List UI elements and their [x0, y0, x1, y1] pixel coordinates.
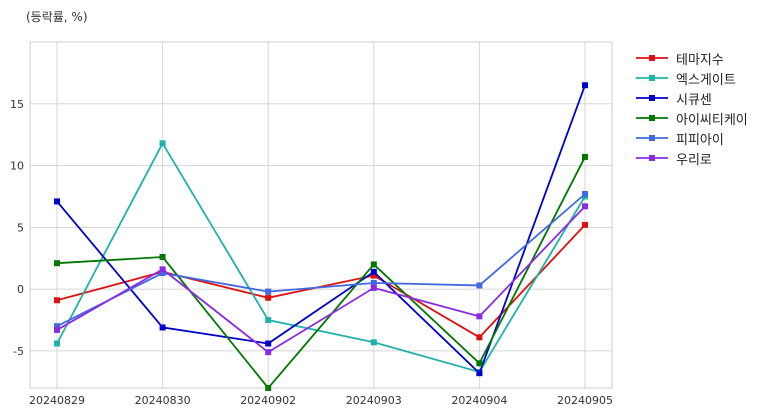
legend-swatch	[636, 75, 668, 81]
data-point	[54, 323, 60, 330]
legend-item: 테마지수	[636, 48, 748, 68]
data-point	[582, 203, 588, 210]
series-5	[54, 190, 588, 330]
data-point	[265, 385, 272, 391]
data-point	[476, 313, 483, 320]
y-tick-label: 15	[10, 98, 24, 111]
x-tick-label: 20240903	[346, 394, 402, 407]
data-point	[54, 340, 60, 347]
data-point	[370, 261, 377, 268]
data-point	[159, 270, 166, 277]
data-point	[476, 334, 483, 341]
data-point	[582, 190, 588, 197]
series-1	[54, 221, 588, 341]
plot-frame	[29, 41, 613, 389]
data-point	[159, 266, 166, 273]
data-point	[476, 282, 483, 289]
grid	[30, 42, 612, 388]
data-point	[54, 297, 60, 304]
y-tick-label: 0	[17, 283, 24, 296]
x-tick-label: 20240905	[557, 394, 613, 407]
data-point	[582, 221, 588, 228]
data-point	[54, 260, 60, 267]
x-tick-label: 20240830	[135, 394, 191, 407]
data-point	[159, 254, 166, 261]
data-point	[370, 284, 377, 291]
series-line	[56, 205, 586, 354]
series-line	[56, 193, 586, 328]
legend-label: 엑스게이트	[676, 72, 736, 88]
x-tick-label: 20240829	[29, 394, 85, 407]
legend-swatch	[636, 155, 668, 161]
legend-label: 피피아이	[676, 132, 724, 148]
data-point	[265, 317, 272, 324]
data-point	[370, 268, 377, 275]
axes: -5 0 5 10 15 20240829 20240830 20240902 20240903…	[10, 41, 613, 407]
legend-label: 우리로	[676, 152, 712, 168]
legend-item: 아이씨티케이	[636, 108, 748, 128]
data-point	[582, 82, 588, 89]
data-point	[265, 294, 272, 301]
legend-label: 아이씨티케이	[676, 112, 748, 128]
series-4	[54, 153, 588, 391]
legend-swatch	[636, 95, 668, 101]
y-tick-label: 5	[17, 221, 24, 234]
y-tick-label: -5	[13, 345, 24, 358]
data-point	[370, 272, 377, 279]
data-point	[582, 153, 588, 160]
unit-label: (등락률, %)	[26, 10, 88, 24]
data-point	[370, 339, 377, 346]
data-point	[265, 288, 272, 295]
y-tick-label: 10	[10, 160, 24, 173]
data-point	[476, 360, 483, 367]
data-point	[54, 198, 60, 205]
series-line	[56, 84, 586, 375]
legend-swatch	[636, 115, 668, 121]
x-tick-label: 20240902	[240, 394, 296, 407]
legend-swatch	[636, 135, 668, 141]
series-line	[56, 141, 586, 373]
series-6	[54, 203, 588, 356]
legend-item: 엑스게이트	[636, 68, 748, 88]
legend-label: 테마지수	[676, 52, 724, 68]
legend-item: 피피아이	[636, 128, 748, 148]
series-line	[56, 156, 586, 390]
legend-swatch	[636, 55, 668, 61]
data-point	[54, 326, 60, 333]
series-3	[54, 82, 588, 377]
data-point	[265, 340, 272, 347]
series-lines	[54, 82, 588, 391]
data-point	[265, 349, 272, 356]
data-point	[159, 324, 166, 331]
legend-item: 시큐센	[636, 88, 748, 108]
data-point	[159, 140, 166, 147]
x-tick-label: 20240904	[451, 394, 507, 407]
legend-item: 우리로	[636, 148, 748, 168]
data-point	[476, 370, 483, 377]
legend-label: 시큐센	[676, 92, 712, 108]
series-2	[54, 140, 588, 375]
data-point	[370, 279, 377, 286]
